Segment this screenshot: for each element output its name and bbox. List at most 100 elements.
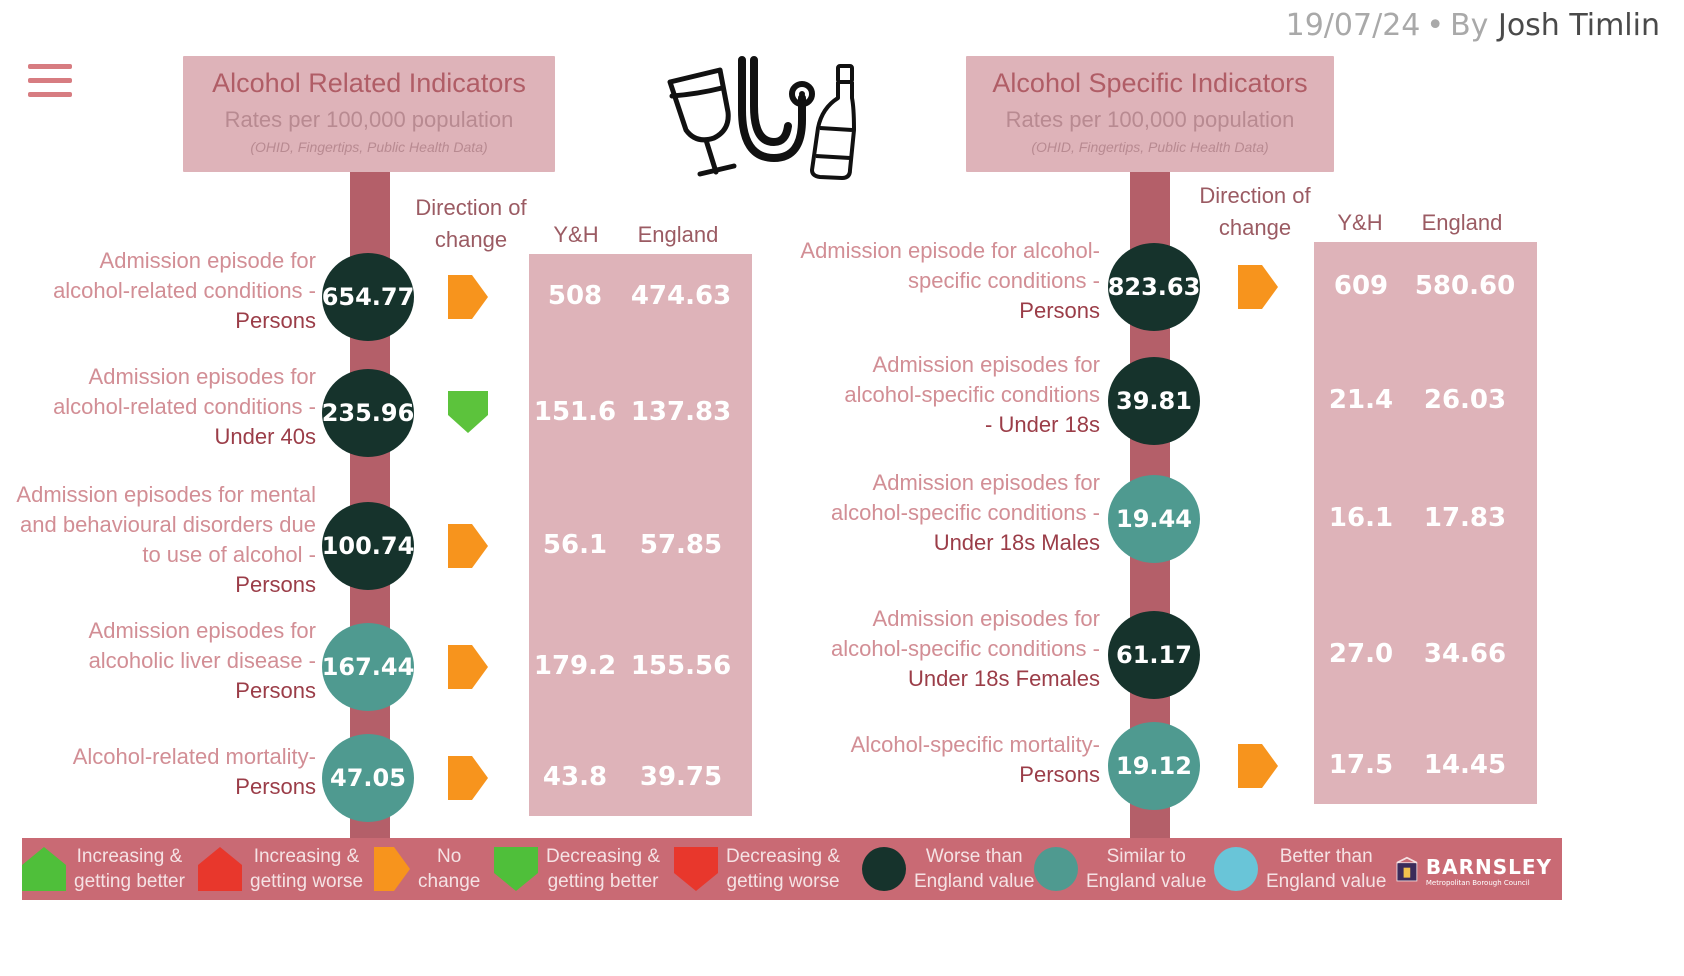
left-yh-header: Y&H [553,222,599,247]
hamburger-menu-icon[interactable] [28,64,74,100]
left-row-2-barnsley-value: 100.74 [322,502,414,590]
legend-item-0: Increasing & getting better [22,838,185,900]
left-row-1-label-group: Under 40s [214,424,316,449]
right-row-0-yh-value: 609 [1333,271,1389,301]
right-row-2-label-line: alcohol-specific conditions - [830,500,1100,525]
left-row-2-label-line: to use of alcohol - [142,542,316,567]
right-row-1-england-value: 26.03 [1423,385,1507,415]
right-row-3-label-line: Admission episodes for [872,606,1100,631]
left-row-2-label-group: Persons [235,572,316,597]
left-row-4-direction-icon [448,756,488,804]
right-row-4-england-value: 14.45 [1423,750,1507,780]
legend-text-line: getting worse [726,871,840,892]
right-title: Alcohol Specific Indicators [992,68,1308,98]
no-change-arrow-icon [1238,265,1278,309]
left-row-3-barnsley-value: 167.44 [322,623,414,711]
left-direction-header-line1: Direction of [415,195,527,220]
legend-text-line: Worse than [925,846,1023,867]
left-row-1-yh-value: 151.6 [533,397,617,427]
left-row-4-barnsley-value: 47.05 [322,734,414,822]
header-icons [667,56,856,180]
left-title: Alcohol Related Indicators [212,68,526,98]
left-source: (OHID, Fingertips, Public Health Data) [250,139,488,155]
legend-up-arrow-icon [22,847,66,891]
left-header-box: Alcohol Related Indicators Rates per 100… [183,56,555,172]
left-row-4-england-value: 39.75 [639,762,723,792]
legend-text-line: getting worse [250,871,364,892]
decreasing-better-arrow-icon [448,391,488,433]
right-subtitle: Rates per 100,000 population [1005,107,1295,132]
right-row-3-yh-value: 27.0 [1328,639,1394,669]
left-row-3-label-group: Persons [235,678,316,703]
right-row-3-label-group: Under 18s Females [908,666,1100,691]
legend-item-2: No change [374,838,480,900]
left-row-0-yh-value: 508 [547,281,603,311]
legend-text-line: Increasing & [76,846,183,867]
legend-text-line: No [437,846,462,867]
left-row-0-label-line: alcohol-related conditions - [53,278,316,303]
bottle-icon [810,64,856,180]
right-row-1-barnsley-value: 39.81 [1108,357,1200,445]
left-row-2-label-line: Admission episodes for mental [16,482,316,507]
no-change-arrow-icon [448,756,488,800]
left-row-3-label-line: alcoholic liver disease - [88,648,316,673]
legend-text: Similar to England value [1086,844,1206,894]
brand-name: BARNSLEY [1425,855,1552,879]
right-row-0-england-value: 580.60 [1414,271,1516,301]
left-row-1-direction-icon [448,391,488,437]
left-direction-header-line2: change [434,227,508,252]
left-row-4-label: Alcohol-related mortality- Persons [0,742,316,802]
left-row-4-yh-value: 43.8 [542,762,608,792]
legend-text: Increasing & getting better [74,844,185,894]
right-row-3-barnsley-value: 61.17 [1108,611,1200,699]
separator-dot: • [1426,8,1445,43]
legend-item-1: Increasing & getting worse [198,838,363,900]
right-row-2-label-line: Admission episodes for [872,470,1100,495]
left-row-2-yh-value: 56.1 [542,530,608,560]
barnsley-logo: BARNSLEY Metropolitan Borough Council [1392,848,1552,894]
author-link[interactable]: Josh Timlin [1497,8,1660,43]
legend-item-6: Similar to England value [1034,838,1206,900]
right-row-1-label-line: alcohol-specific conditions [844,382,1100,407]
legend-circle-icon [1034,847,1078,891]
left-row-1-label-line: alcohol-related conditions - [53,394,316,419]
legend-bar: Increasing & getting better Increasing & ge… [22,838,1562,900]
right-row-2-barnsley-value: 19.44 [1108,475,1200,563]
left-row-0-england-value: 474.63 [630,281,732,311]
right-row-2-label-group: Under 18s Males [933,530,1100,555]
right-row-1-label: Admission episodes for alcohol-specific c… [780,350,1100,440]
date: 19/07/24 [1285,8,1421,43]
right-row-4-label-group: Persons [1019,762,1100,787]
right-source: (OHID, Fingertips, Public Health Data) [1031,139,1269,155]
legend-item-3: Decreasing & getting better [494,838,660,900]
left-row-4-label-group: Persons [235,774,316,799]
legend-text-line: change [418,871,481,892]
no-change-arrow-icon [1238,744,1278,788]
no-change-arrow-icon [448,524,488,568]
left-row-4-label-line: Alcohol-related mortality- [72,744,316,769]
legend-text-line: England value [914,871,1035,892]
right-row-2-england-value: 17.83 [1423,503,1507,533]
left-row-1-label: Admission episodes for alcohol-related co… [0,362,316,452]
legend-text: Better than England value [1266,844,1386,894]
right-direction-header-line1: Direction of [1199,183,1311,208]
right-row-4-barnsley-value: 19.12 [1108,722,1200,810]
legend-text-line: getting better [547,871,659,892]
legend-text-line: Similar to [1106,846,1186,867]
right-row-4-label-line: Alcohol-specific mortality- [850,732,1100,757]
left-values-box [529,254,752,816]
right-row-3-england-value: 34.66 [1423,639,1507,669]
no-change-arrow-icon [448,645,488,689]
right-row-0-label-line: specific conditions - [908,268,1100,293]
right-row-0-label-line: Admission episode for alcohol- [800,238,1100,263]
crest-icon [1396,856,1418,882]
left-england-header: England [637,222,719,247]
right-row-3-label: Admission episodes for alcohol-specific c… [780,604,1100,694]
right-row-3-label-line: alcohol-specific conditions - [830,636,1100,661]
legend-text: Increasing & getting worse [250,844,363,894]
legend-item-5: Worse than England value [862,838,1034,900]
left-subtitle: Rates per 100,000 population [224,107,514,132]
legend-down-arrow-icon [674,847,718,891]
right-row-2-label: Admission episodes for alcohol-specific c… [780,468,1100,558]
left-row-2-label-line: and behavioural disorders due [20,512,316,537]
